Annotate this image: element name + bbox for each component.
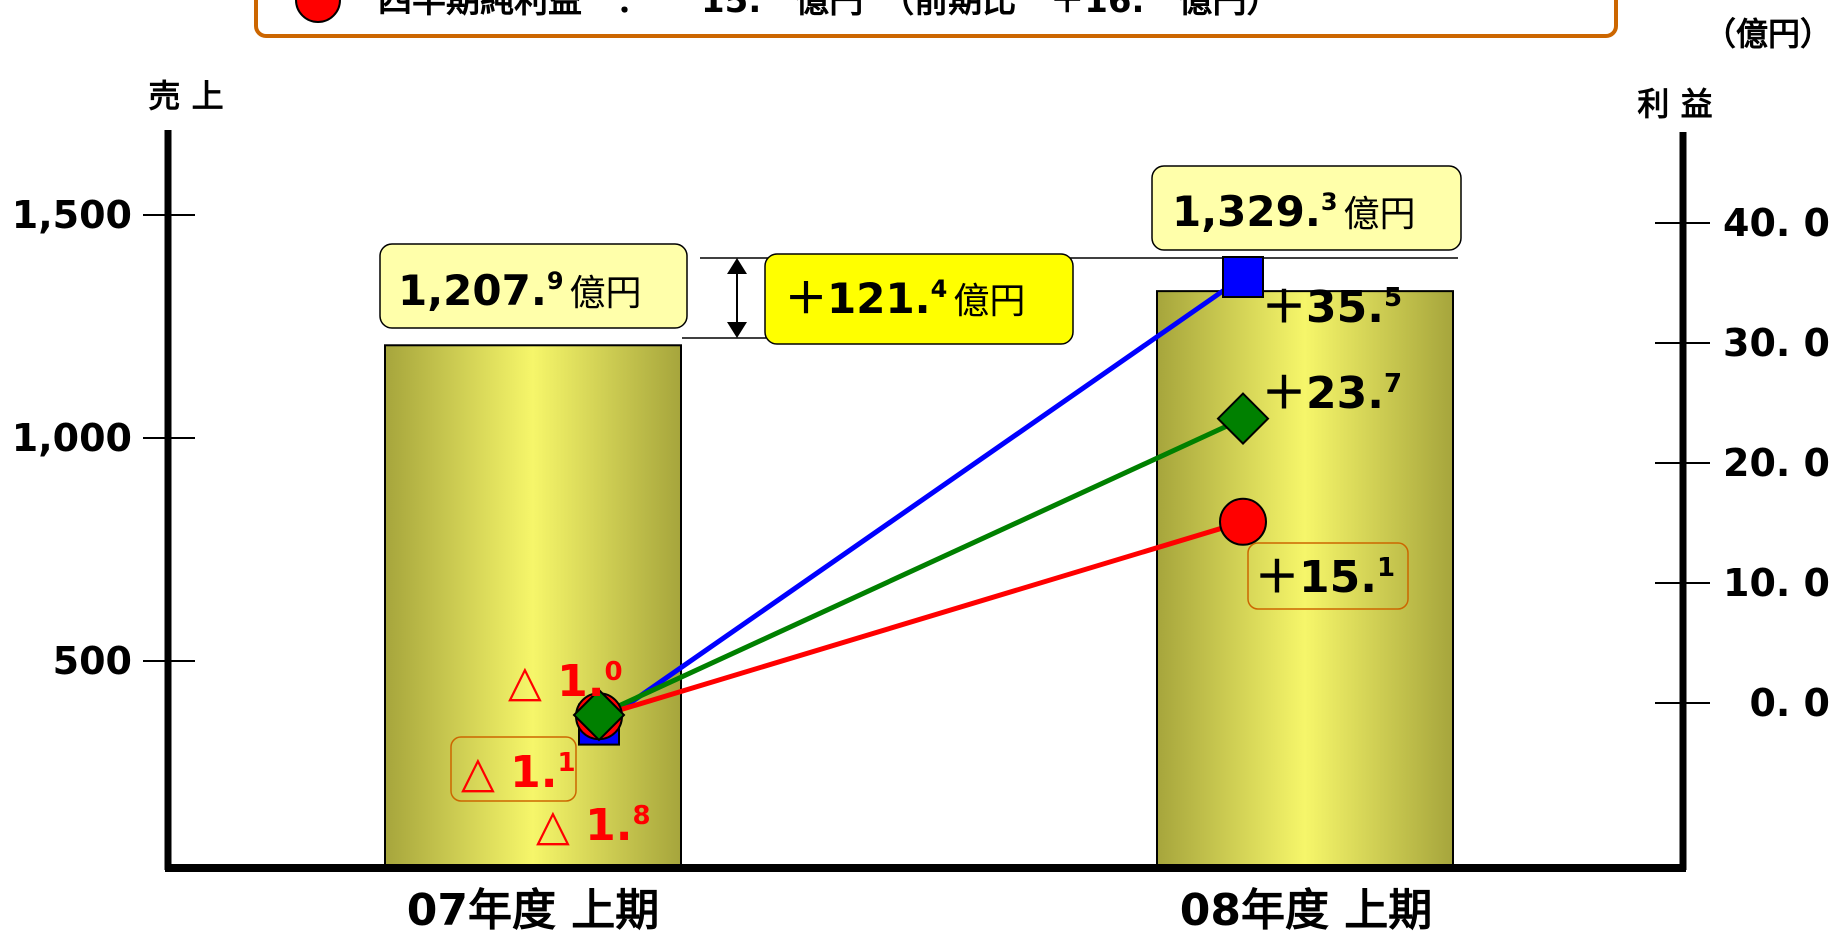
- bar-08: [1156, 290, 1454, 869]
- red-start-label-box: [450, 736, 577, 802]
- series-value-labels: ＋35.5 ＋23.7 ＋15.1 △ 1.0 △ 1.1 △ 1.8: [450, 282, 1409, 851]
- green-end-label: ＋23.7: [1262, 368, 1402, 419]
- bars: [384, 290, 1454, 869]
- left-axis-label: 売 上: [148, 77, 223, 115]
- category-label-07: 07年度 上期: [407, 885, 660, 934]
- bar-07: [384, 344, 682, 869]
- right-tick-label-10: 10. 0: [1723, 561, 1830, 605]
- right-tick-label-30: 30. 0: [1723, 321, 1830, 365]
- difference-arrow-up: [727, 258, 747, 274]
- left-axis-ticks: 500 1,000 1,500: [12, 193, 195, 683]
- blue-end-label: ＋35.5: [1262, 282, 1402, 333]
- bar-value-box-07: [379, 243, 688, 329]
- red-start-label: △ 1.1: [461, 747, 576, 798]
- category-label-08: 08年度 上期: [1180, 885, 1433, 934]
- legend-circle-marker: [295, 0, 341, 23]
- series-line-square: [597, 274, 1245, 727]
- right-tick-label-20: 20. 0: [1723, 441, 1830, 485]
- series-line-diamond: [597, 416, 1245, 718]
- series-marker-diamond-08: [1216, 392, 1270, 446]
- profit-series: [572, 256, 1270, 746]
- series-marker-square-08: [1222, 256, 1264, 298]
- bar-value-label-08: 1,329.3 億円: [1151, 165, 1462, 251]
- unit-label: （億円）: [1704, 15, 1832, 53]
- bar-value-box-08: [1151, 165, 1462, 251]
- right-axis-ticks: 0. 0 10. 0 20. 0 30. 0 40. 0: [1655, 201, 1830, 725]
- series-line-circle: [598, 519, 1244, 719]
- difference-arrow-down: [727, 322, 747, 338]
- right-tick-label-0: 0. 0: [1749, 681, 1830, 725]
- red-end-label: ＋15.1: [1255, 552, 1395, 603]
- bar-value-text-07: 1,207.9 億円: [398, 266, 642, 315]
- legend-box: 四半期純利益 ： 15. 億円 （前期比 ＋16. 億円）: [254, 0, 1618, 38]
- series-marker-diamond-07: [572, 688, 626, 742]
- difference-annotation: ＋121.4 億円: [682, 253, 1458, 345]
- bar-value-label-07: 1,207.9 億円: [379, 243, 688, 329]
- bar-value-text-08: 1,329.3 億円: [1172, 187, 1416, 236]
- left-tick-label-500: 500: [53, 639, 132, 683]
- left-tick-label-1000: 1,000: [12, 416, 132, 460]
- difference-box: [764, 253, 1074, 345]
- legend-text: 四半期純利益 ： 15. 億円 （前期比 ＋16. 億円）: [378, 0, 1280, 21]
- series-marker-circle-08: [1219, 497, 1267, 546]
- right-tick-label-40: 40. 0: [1723, 201, 1830, 245]
- right-axis-label: 利 益: [1637, 85, 1712, 123]
- blue-start-label: △ 1.8: [536, 800, 651, 851]
- left-tick-label-1500: 1,500: [12, 193, 132, 237]
- red-end-label-box: [1247, 542, 1409, 610]
- difference-label: ＋121.4 億円: [785, 274, 1025, 323]
- green-start-label: △ 1.0: [508, 656, 623, 707]
